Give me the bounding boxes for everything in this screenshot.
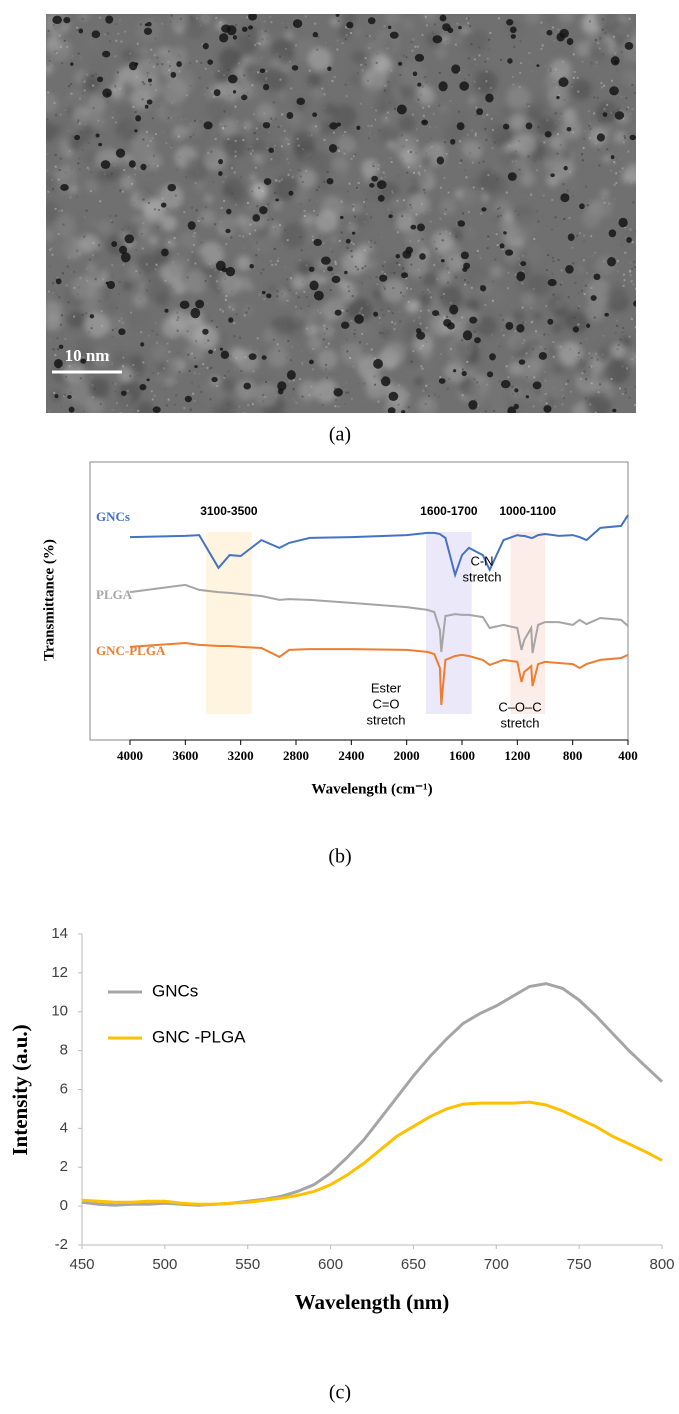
x-tick-label: 600 <box>318 1256 343 1273</box>
x-tick-label: 550 <box>235 1256 260 1273</box>
series-label: GNCs <box>96 509 130 524</box>
caption: (c) <box>329 1382 351 1404</box>
x-axis-title: Wavelength (cm⁻¹) <box>311 781 432 797</box>
y-tick-label: 10 <box>51 1003 68 1020</box>
series-label: PLGA <box>96 587 133 602</box>
band-label: 3100-3500 <box>200 504 258 518</box>
y-tick-label: 0 <box>60 1197 68 1214</box>
caption: (b) <box>328 846 351 868</box>
x-tick-label: 2000 <box>394 748 420 763</box>
annotation: stretch <box>366 712 405 727</box>
x-tick-label: 2400 <box>338 748 364 763</box>
spectrum-line <box>129 641 629 706</box>
scale-bar-label: 10 nm <box>65 346 110 365</box>
data-line <box>81 1100 663 1206</box>
y-tick-label: 4 <box>60 1119 68 1136</box>
x-tick-label: 500 <box>152 1256 177 1273</box>
annotation: C-N <box>470 553 493 568</box>
x-tick-label: 800 <box>563 748 583 763</box>
annotation: stretch <box>462 569 501 584</box>
band <box>206 532 252 714</box>
y-tick-label: 8 <box>60 1042 68 1059</box>
x-tick-label: 800 <box>649 1256 674 1273</box>
spectrum-line <box>129 583 629 654</box>
annotation: Ester <box>371 680 402 695</box>
series-label: GNC-PLGA <box>96 643 166 658</box>
x-tick-label: 750 <box>567 1256 592 1273</box>
x-tick-label: 650 <box>401 1256 426 1273</box>
x-tick-label: 2800 <box>283 748 309 763</box>
x-axis-title: Wavelength (nm) <box>295 1290 450 1314</box>
band <box>426 532 472 714</box>
annotation: C=O <box>372 696 399 711</box>
spectrum-line <box>129 514 629 579</box>
y-tick-label: 14 <box>51 925 68 942</box>
y-tick-label: 12 <box>51 964 68 981</box>
caption: (a) <box>329 424 351 446</box>
x-tick-label: 1600 <box>449 748 475 763</box>
y-axis-title: Intensity (a.u.) <box>8 1024 32 1155</box>
y-tick-label: 6 <box>60 1080 68 1097</box>
legend-label: GNC -PLGA <box>152 1027 246 1046</box>
x-tick-label: 3600 <box>172 748 198 763</box>
y-axis-title: Transmittance (%) <box>41 539 57 661</box>
x-tick-label: 4000 <box>117 748 143 763</box>
band-label: 1600-1700 <box>420 504 478 518</box>
annotation: stretch <box>500 715 539 730</box>
data-line <box>81 982 664 1207</box>
y-tick-label: 2 <box>60 1158 68 1175</box>
x-tick-label: 1200 <box>504 748 530 763</box>
y-tick-label: -2 <box>55 1236 68 1253</box>
band <box>510 532 545 714</box>
annotation: C–O–C <box>498 699 541 714</box>
x-tick-label: 700 <box>484 1256 509 1273</box>
band-label: 1000-1100 <box>499 504 556 518</box>
tem-image <box>46 14 636 413</box>
x-tick-label: 400 <box>618 748 638 763</box>
x-tick-label: 3200 <box>228 748 254 763</box>
x-tick-label: 450 <box>69 1256 94 1273</box>
legend-label: GNCs <box>152 981 198 1000</box>
